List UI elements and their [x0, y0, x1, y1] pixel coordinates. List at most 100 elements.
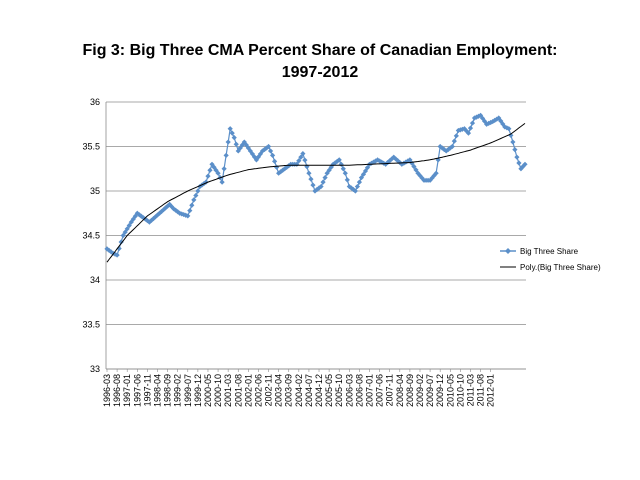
data-point — [122, 229, 128, 235]
data-point — [193, 192, 199, 199]
y-tick-label-1: 33.5 — [82, 320, 100, 330]
data-point — [227, 126, 233, 132]
data-point — [473, 114, 480, 120]
data-point — [445, 146, 451, 153]
x-tick-label-16: 2002-11 — [264, 374, 274, 406]
data-point — [441, 146, 447, 153]
x-tick-label-29: 2008-04 — [395, 374, 405, 407]
x-tick-label-13: 2001-08 — [233, 374, 243, 407]
data-point — [469, 120, 476, 126]
data-point — [308, 176, 314, 182]
data-point — [332, 160, 338, 166]
data-point — [269, 152, 276, 158]
x-tick-label-20: 2004-07 — [304, 374, 314, 407]
data-point — [467, 125, 474, 131]
x-tick-label-5: 1998-04 — [152, 374, 162, 407]
data-point — [393, 156, 399, 162]
data-point — [508, 132, 514, 138]
data-point — [284, 164, 290, 170]
x-tick-label-19: 2004-02 — [294, 374, 304, 407]
x-tick-label-15: 2002-06 — [253, 374, 263, 407]
data-point — [261, 146, 268, 153]
data-point — [362, 168, 369, 174]
trendline-poly — [106, 123, 526, 263]
chart-title-line-1: Fig 3: Big Three CMA Percent Share of Ca… — [82, 42, 558, 59]
data-point — [417, 172, 423, 179]
data-point — [253, 157, 260, 163]
data-point — [272, 158, 278, 164]
data-point — [447, 145, 453, 151]
chart-title: Fig 3: Big Three CMA Percent Share of Ca… — [0, 40, 640, 84]
data-point — [352, 188, 358, 194]
x-tick-label-35: 2010-10 — [455, 374, 465, 407]
x-tick-label-25: 2006-08 — [354, 374, 364, 407]
data-point — [221, 166, 227, 172]
x-tick-label-18: 2003-09 — [284, 374, 294, 407]
data-point — [306, 170, 312, 176]
data-point — [318, 183, 324, 190]
x-tick-label-14: 2002-01 — [243, 374, 253, 407]
x-tick-label-12: 2001-03 — [223, 374, 233, 407]
data-point — [278, 169, 284, 175]
data-point — [223, 152, 229, 158]
data-point — [316, 185, 322, 191]
data-point — [409, 160, 415, 166]
y-tick-label-0: 33 — [90, 364, 100, 374]
data-point — [490, 118, 496, 125]
data-point — [360, 171, 367, 177]
data-point — [494, 116, 500, 122]
data-point — [267, 148, 274, 154]
data-point — [395, 158, 401, 164]
x-tick-label-31: 2009-02 — [415, 374, 425, 407]
data-point — [479, 115, 486, 121]
data-point — [443, 148, 449, 154]
data-point — [488, 119, 494, 126]
data-point — [274, 164, 280, 170]
legend-label-poly: Poly.(Big Three Share) — [520, 263, 601, 272]
data-point — [225, 139, 231, 145]
data-point — [415, 170, 421, 176]
data-point — [463, 128, 470, 134]
chart-title-line-2: 1997-2012 — [281, 64, 359, 81]
data-point — [498, 118, 504, 124]
data-point — [195, 188, 201, 194]
x-tick-label-9: 1999-12 — [193, 374, 203, 407]
y-tick-label-2: 34 — [90, 275, 100, 285]
data-point — [126, 222, 132, 229]
x-tick-label-11: 2000-10 — [213, 374, 223, 407]
x-tick-label-30: 2008-09 — [405, 374, 415, 407]
data-point — [437, 143, 443, 150]
data-point — [449, 143, 455, 150]
x-tick-label-6: 1998-09 — [163, 374, 173, 407]
data-point — [433, 170, 439, 176]
data-point — [296, 158, 302, 164]
x-tick-label-36: 2011-03 — [465, 374, 475, 406]
data-point — [310, 182, 316, 188]
data-point — [370, 159, 377, 165]
x-tick-label-3: 1997-06 — [132, 374, 142, 407]
data-point — [522, 161, 528, 167]
data-point — [231, 135, 237, 141]
data-point — [389, 156, 395, 162]
data-point — [338, 161, 344, 167]
data-point — [320, 179, 326, 185]
data-point — [500, 121, 506, 127]
data-point — [259, 148, 266, 154]
x-tick-label-27: 2007-06 — [375, 374, 385, 407]
data-point — [233, 141, 239, 147]
data-point — [407, 157, 413, 163]
data-point — [520, 163, 526, 170]
x-tick-label-4: 1997-11 — [142, 374, 152, 406]
data-point — [512, 147, 518, 153]
y-tick-label-4: 35 — [90, 186, 100, 196]
data-point — [114, 252, 120, 258]
data-point — [215, 170, 221, 176]
data-point — [471, 115, 478, 121]
data-point — [340, 166, 346, 172]
data-point — [354, 183, 360, 190]
x-tick-label-28: 2007-11 — [385, 374, 395, 406]
data-point — [189, 202, 195, 208]
data-point — [185, 213, 191, 219]
data-point — [475, 113, 482, 119]
data-point — [356, 179, 363, 185]
